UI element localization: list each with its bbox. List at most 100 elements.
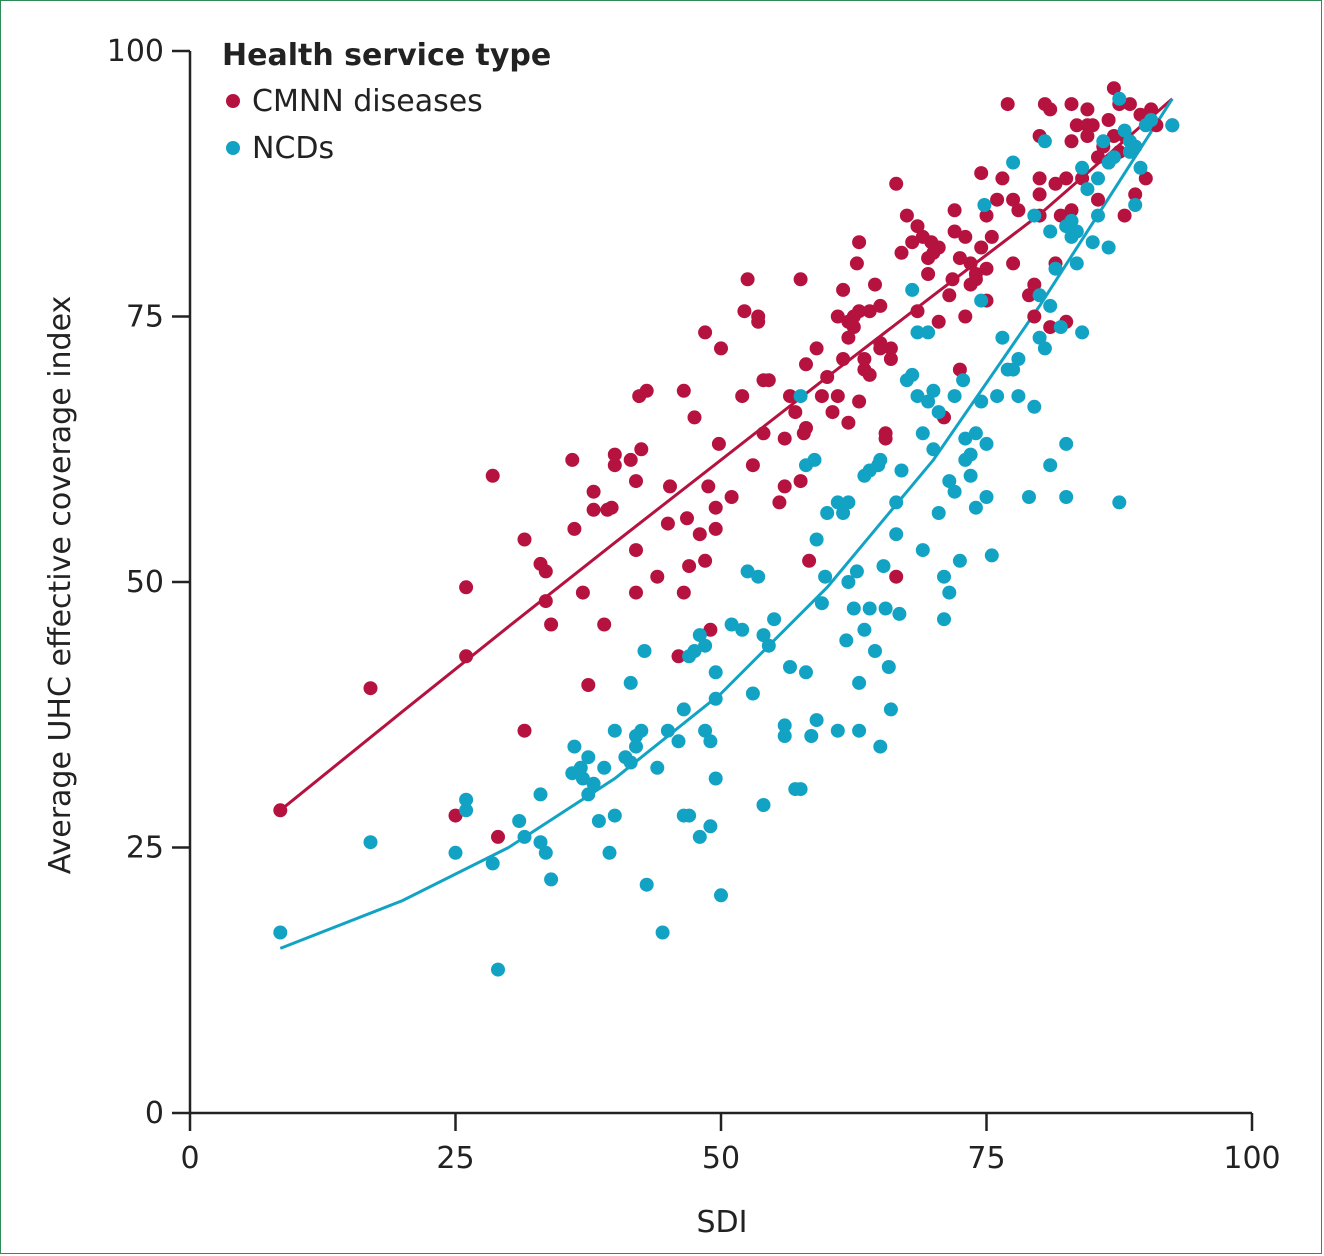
data-point-cmnn <box>1080 102 1095 117</box>
data-point-cmnn <box>597 617 612 632</box>
data-point-cmnn <box>836 352 851 366</box>
data-point-ncds <box>952 553 967 568</box>
x-tick-label: 100 <box>1223 1141 1280 1176</box>
data-point-cmnn <box>735 389 750 404</box>
x-axis-title: SDI <box>697 1205 748 1240</box>
data-point-cmnn <box>1106 81 1121 96</box>
data-point-cmnn <box>459 649 474 664</box>
data-point-ncds <box>703 734 718 749</box>
axes <box>188 51 1252 1115</box>
legend-marker-cmnn <box>226 94 240 108</box>
data-point-ncds <box>894 463 909 478</box>
data-point-ncds <box>937 569 951 584</box>
data-point-ncds <box>968 500 983 515</box>
data-point-ncds <box>830 495 845 510</box>
data-point-ncds <box>915 426 930 441</box>
data-point-cmnn <box>761 373 776 388</box>
data-point-cmnn <box>1006 192 1021 207</box>
data-point-ncds <box>942 474 957 489</box>
data-point-cmnn <box>663 479 677 494</box>
data-point-cmnn <box>894 245 909 260</box>
data-point-ncds <box>629 739 643 754</box>
data-point-ncds <box>804 729 819 743</box>
data-point-cmnn <box>862 304 877 319</box>
data-point-ncds <box>968 426 983 441</box>
data-point-ncds <box>1096 134 1111 149</box>
data-point-ncds <box>586 776 601 791</box>
data-point-cmnn <box>703 622 718 637</box>
data-point-cmnn <box>952 362 967 377</box>
data-point-cmnn <box>883 341 898 356</box>
data-point-ncds <box>841 495 856 510</box>
data-point-ncds <box>639 877 654 892</box>
data-point-ncds <box>581 750 596 765</box>
data-point-ncds <box>708 691 723 706</box>
data-point-cmnn <box>724 490 739 504</box>
data-point-ncds <box>852 675 867 690</box>
data-point-cmnn <box>873 298 888 313</box>
data-point-cmnn <box>783 389 797 404</box>
data-point-ncds <box>491 962 505 977</box>
data-point-cmnn <box>873 341 888 356</box>
data-point-ncds <box>607 723 622 738</box>
data-point-cmnn <box>979 261 994 276</box>
data-point-cmnn <box>809 341 824 356</box>
data-point-ncds <box>990 389 1005 404</box>
data-point-ncds <box>910 389 925 404</box>
data-point-cmnn <box>538 594 553 609</box>
data-point-ncds <box>889 527 904 542</box>
data-point-cmnn <box>1128 187 1143 202</box>
data-point-cmnn <box>974 240 989 255</box>
data-point-cmnn <box>772 495 787 510</box>
legend-title: Health service type <box>222 38 551 73</box>
data-point-cmnn <box>963 256 978 271</box>
data-point-ncds <box>1091 171 1105 186</box>
data-point-cmnn <box>799 357 813 372</box>
data-point-ncds <box>1069 224 1084 239</box>
data-point-cmnn <box>852 394 867 409</box>
data-point-cmnn <box>947 224 962 239</box>
data-point-cmnn <box>1043 320 1058 335</box>
data-point-cmnn <box>607 458 622 473</box>
data-point-ncds <box>745 686 760 701</box>
data-point-cmnn <box>931 240 946 255</box>
data-point-cmnn <box>1032 187 1047 202</box>
data-point-ncds <box>995 330 1010 345</box>
data-point-cmnn <box>889 176 904 191</box>
y-tick-label: 0 <box>145 1096 164 1131</box>
data-point-cmnn <box>945 272 960 287</box>
data-point-cmnn <box>448 808 463 823</box>
data-point-ncds <box>777 718 792 733</box>
data-point-ncds <box>1048 261 1063 276</box>
data-point-ncds <box>814 596 829 611</box>
data-point-cmnn <box>1069 118 1084 133</box>
data-point-ncds <box>1112 91 1127 106</box>
data-point-ncds <box>363 835 378 850</box>
data-point-ncds <box>910 325 925 340</box>
data-point-ncds <box>905 282 920 297</box>
data-point-cmnn <box>820 370 835 384</box>
data-point-cmnn <box>995 171 1010 186</box>
data-point-cmnn <box>1085 118 1100 133</box>
data-point-cmnn <box>777 431 792 446</box>
data-point-cmnn <box>921 267 936 281</box>
data-point-cmnn <box>974 166 989 181</box>
data-point-ncds <box>839 633 854 648</box>
data-point-cmnn <box>889 569 904 584</box>
data-point-cmnn <box>968 267 983 281</box>
data-point-ncds <box>1165 118 1180 133</box>
data-point-cmnn <box>1006 256 1021 271</box>
data-point-ncds <box>1101 240 1116 255</box>
data-point-ncds <box>512 814 527 828</box>
data-point-cmnn <box>910 219 925 234</box>
data-point-cmnn <box>852 304 867 319</box>
data-point-cmnn <box>1053 208 1068 223</box>
data-point-ncds <box>1112 495 1127 510</box>
data-point-cmnn <box>958 309 973 324</box>
legend-label-ncds: NCDs <box>252 131 334 166</box>
data-point-ncds <box>735 622 750 637</box>
data-point-ncds <box>637 644 652 658</box>
data-point-ncds <box>692 829 707 844</box>
data-point-cmnn <box>698 325 713 340</box>
